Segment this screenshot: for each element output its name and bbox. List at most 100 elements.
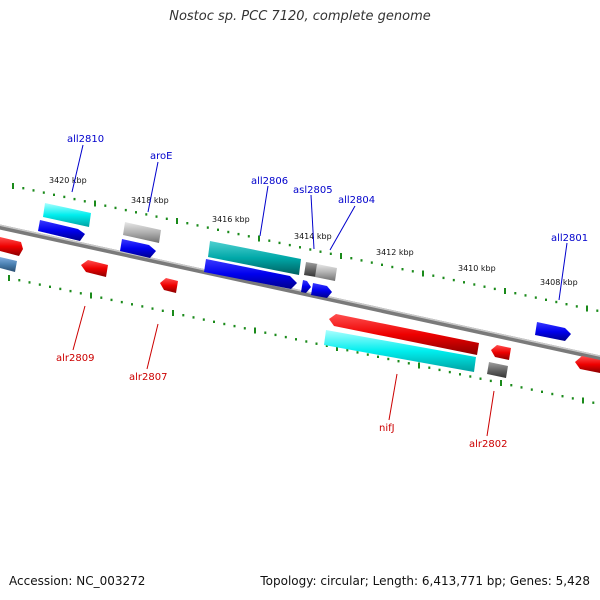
gene-asl2805-segment[interactable] <box>315 264 337 281</box>
ruler-top-minor-tick <box>370 261 373 264</box>
gene-nifJ-rna[interactable] <box>324 330 476 372</box>
ruler-top-minor-tick <box>155 215 158 218</box>
ruler-bottom-minor-tick <box>387 357 390 361</box>
ruler-bottom-minor-tick <box>295 338 297 341</box>
ruler-bottom-minor-tick <box>325 344 328 347</box>
gene-labels: all2810 aroE all2806 asl2805 all2804 all… <box>56 134 588 450</box>
gene-asl2805-pseudo[interactable] <box>304 262 318 277</box>
ruler-top-minor-tick <box>545 298 547 301</box>
ruler-bottom-minor-tick <box>346 349 349 352</box>
ruler-bottom-minor-tick <box>274 333 277 337</box>
ruler-top-minor-tick <box>391 265 394 269</box>
label-aroE[interactable]: aroE <box>150 151 172 162</box>
gene-all2810[interactable] <box>38 220 85 241</box>
ruler-bottom-minor-tick <box>233 324 236 328</box>
gene-aroE[interactable] <box>120 239 156 258</box>
label-alr2807[interactable]: alr2807 <box>129 372 167 383</box>
ruler-top-minor-tick <box>473 283 476 286</box>
gene-all2801[interactable] <box>535 322 571 341</box>
ruler-bottom-major-tick <box>254 327 256 334</box>
ruler-top-minor-tick <box>452 278 455 282</box>
ruler-bottom-minor-tick <box>305 340 308 343</box>
ruler-bottom-minor-tick <box>38 283 41 286</box>
ruler-top-minor-tick <box>483 285 486 288</box>
ruler-bottom-minor-tick <box>151 307 154 310</box>
gene-alr2802[interactable] <box>491 345 511 360</box>
gene-asl2805[interactable] <box>301 280 311 293</box>
ruler-bottom-minor-tick <box>202 318 205 321</box>
ruler-top-minor-tick <box>514 292 517 295</box>
ruler-top-minor-tick <box>555 300 558 304</box>
ruler-top-minor-tick <box>381 263 383 266</box>
ruler-bottom-minor-tick <box>192 316 195 319</box>
ruler-bottom-minor-tick <box>284 335 287 339</box>
ruler-top-minor-tick <box>53 193 55 196</box>
scale-label-3412: 3412 kbp <box>376 248 414 257</box>
ruler-bottom-minor-tick <box>397 360 400 363</box>
ruler-bottom-major-tick <box>172 310 174 316</box>
ruler-bottom-minor-tick <box>49 285 51 288</box>
label-all2801[interactable]: all2801 <box>551 233 588 244</box>
label-all2804[interactable]: all2804 <box>338 195 375 206</box>
scale-label-3420: 3420 kbp <box>49 176 87 185</box>
ruler-bottom-major-tick <box>500 380 502 386</box>
ruler-bottom-minor-tick <box>100 296 103 299</box>
gene-alr2809[interactable] <box>81 260 108 277</box>
ruler-top-minor-tick <box>165 217 168 220</box>
gene-left-edge-red[interactable] <box>0 237 23 256</box>
leader-all2801 <box>558 242 568 301</box>
ruler-top-minor-tick <box>575 305 578 308</box>
gene-right-edge-red[interactable] <box>575 356 600 373</box>
ruler-bottom-major-tick <box>336 345 338 351</box>
ruler-bottom-minor-tick <box>520 386 523 389</box>
ruler-bottom-minor-tick <box>110 298 113 302</box>
ruler-top-minor-tick <box>411 270 414 273</box>
reverse-genes[interactable] <box>0 237 600 378</box>
gene-alr2802-pseudo[interactable] <box>487 362 508 378</box>
leader-nifJ <box>388 373 398 421</box>
gene-all2804[interactable] <box>311 283 332 298</box>
ruler-top-minor-tick <box>227 230 230 234</box>
label-all2806[interactable]: all2806 <box>251 176 288 187</box>
gene-nifJ[interactable] <box>329 314 479 355</box>
ruler-top-minor-tick <box>319 250 322 253</box>
ruler-top-minor-tick <box>73 197 76 201</box>
ruler-bottom-minor-tick <box>18 279 21 282</box>
ruler-top-minor-tick <box>247 235 250 238</box>
ruler-top-major-tick <box>94 200 96 207</box>
ruler-top-minor-tick <box>360 259 363 262</box>
ruler-top-minor-tick <box>145 213 148 216</box>
accession-text: Accession: NC_003272 <box>9 574 146 588</box>
ruler-bottom-minor-tick <box>571 397 574 400</box>
scale-label-3408: 3408 kbp <box>540 278 578 287</box>
ruler-bottom-minor-tick <box>243 327 246 330</box>
ruler-top-minor-tick <box>432 274 435 277</box>
ruler-bottom-minor-tick <box>428 366 431 369</box>
ruler-top-major-tick <box>340 253 342 259</box>
gene-aroE-pseudo[interactable] <box>123 222 161 243</box>
ruler-top-minor-tick <box>268 239 271 242</box>
leader-all2804 <box>329 205 356 251</box>
label-alr2809[interactable]: alr2809 <box>56 353 94 364</box>
label-all2810[interactable]: all2810 <box>67 134 104 145</box>
ruler-top-minor-tick <box>83 200 86 203</box>
label-alr2802[interactable]: alr2802 <box>469 439 507 450</box>
gene-all2806-rna[interactable] <box>208 241 301 275</box>
label-nifJ[interactable]: nifJ <box>379 423 395 434</box>
scale-label-3416: 3416 kbp <box>212 215 250 224</box>
ruler-bottom-major-tick <box>418 362 420 369</box>
ruler-bottom-minor-tick <box>530 388 533 391</box>
ruler-top-minor-tick <box>442 276 445 280</box>
forward-genes[interactable] <box>38 203 571 341</box>
gene-alr2807[interactable] <box>160 278 178 293</box>
ruler-bottom-minor-tick <box>541 390 543 393</box>
ruler-bottom-minor-tick <box>264 331 267 334</box>
label-asl2805[interactable]: asl2805 <box>293 185 333 196</box>
ruler-bottom-minor-tick <box>551 392 554 396</box>
ruler-bottom-minor-tick <box>510 384 513 387</box>
ruler-top-minor-tick <box>524 294 527 297</box>
gene-all2806[interactable] <box>204 259 297 289</box>
gene-all2810-rna[interactable] <box>43 203 91 227</box>
gene-left-edge-steel[interactable] <box>0 257 17 272</box>
